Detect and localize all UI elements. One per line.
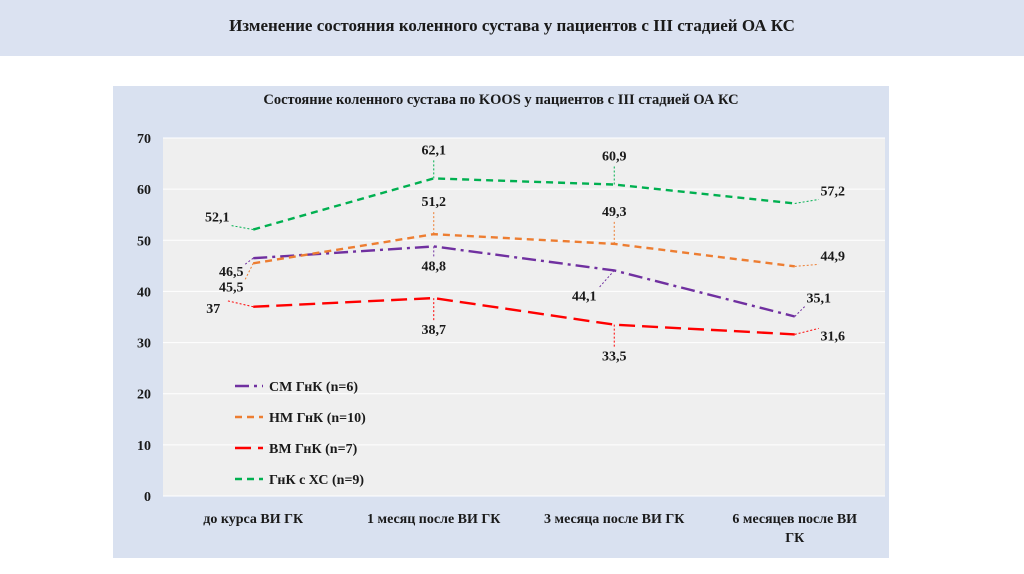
data-label-leader bbox=[227, 300, 254, 308]
data-label: 45,5 bbox=[219, 280, 244, 295]
series-line bbox=[252, 177, 795, 231]
data-label-leader bbox=[597, 270, 615, 289]
y-tick-label: 20 bbox=[137, 388, 151, 403]
x-tick-label: 3 месяца после ВИ ГК bbox=[544, 512, 685, 527]
chart-panel: Состояние коленного сустава по KOOS у па… bbox=[113, 86, 889, 558]
y-tick-label: 70 bbox=[137, 132, 151, 147]
data-label: 49,3 bbox=[602, 205, 627, 220]
data-label-leader bbox=[794, 327, 819, 335]
legend-label: СМ ГнК (n=6) bbox=[269, 380, 358, 395]
y-tick-label: 30 bbox=[137, 337, 151, 352]
data-label: 44,1 bbox=[572, 289, 597, 304]
legend-label: ГнК с ХС (n=9) bbox=[269, 473, 364, 488]
y-tick-label: 40 bbox=[137, 285, 151, 300]
plot-area bbox=[163, 138, 885, 496]
data-label: 57,2 bbox=[821, 184, 846, 199]
y-tick-label: 50 bbox=[137, 234, 151, 249]
chart-title: Состояние коленного сустава по KOOS у па… bbox=[263, 92, 739, 108]
data-label: 46,5 bbox=[219, 265, 244, 280]
data-label: 62,1 bbox=[422, 143, 447, 158]
data-label: 31,6 bbox=[821, 329, 846, 344]
y-tick-label: 60 bbox=[137, 183, 151, 198]
legend-label: ВМ ГнК (n=7) bbox=[269, 442, 358, 457]
y-tick-label: 10 bbox=[137, 439, 151, 454]
legend-label: НМ ГнК (n=10) bbox=[269, 411, 366, 426]
data-label-leader bbox=[794, 198, 819, 204]
data-label-leader bbox=[794, 263, 819, 267]
x-tick-label: до курса ВИ ГК bbox=[203, 512, 304, 527]
slide-title-bar: Изменение состояния коленного сустава у … bbox=[0, 0, 1024, 56]
line-chart: 0 10 20 30 40 50 60 70 до курса ВИ ГК 1 месяц пос… bbox=[137, 132, 885, 546]
data-label: 60,9 bbox=[602, 150, 627, 165]
x-tick-label: 1 месяц после ВИ ГК bbox=[367, 512, 501, 527]
data-label-leader bbox=[244, 257, 254, 265]
data-label: 44,9 bbox=[821, 249, 846, 264]
data-label: 35,1 bbox=[807, 291, 832, 306]
data-label: 33,5 bbox=[602, 350, 627, 365]
x-tick-label: 6 месяцев после ВИ ГК bbox=[732, 512, 857, 546]
data-label-leader bbox=[244, 263, 254, 280]
slide-title: Изменение состояния коленного сустава у … bbox=[229, 16, 795, 35]
data-label: 37 bbox=[206, 302, 220, 317]
data-label: 51,2 bbox=[422, 195, 447, 210]
data-label: 38,7 bbox=[422, 323, 447, 338]
data-label: 48,8 bbox=[422, 259, 447, 274]
y-tick-label: 0 bbox=[144, 490, 151, 505]
series-line bbox=[253, 245, 796, 318]
data-label: 52,1 bbox=[205, 211, 230, 226]
